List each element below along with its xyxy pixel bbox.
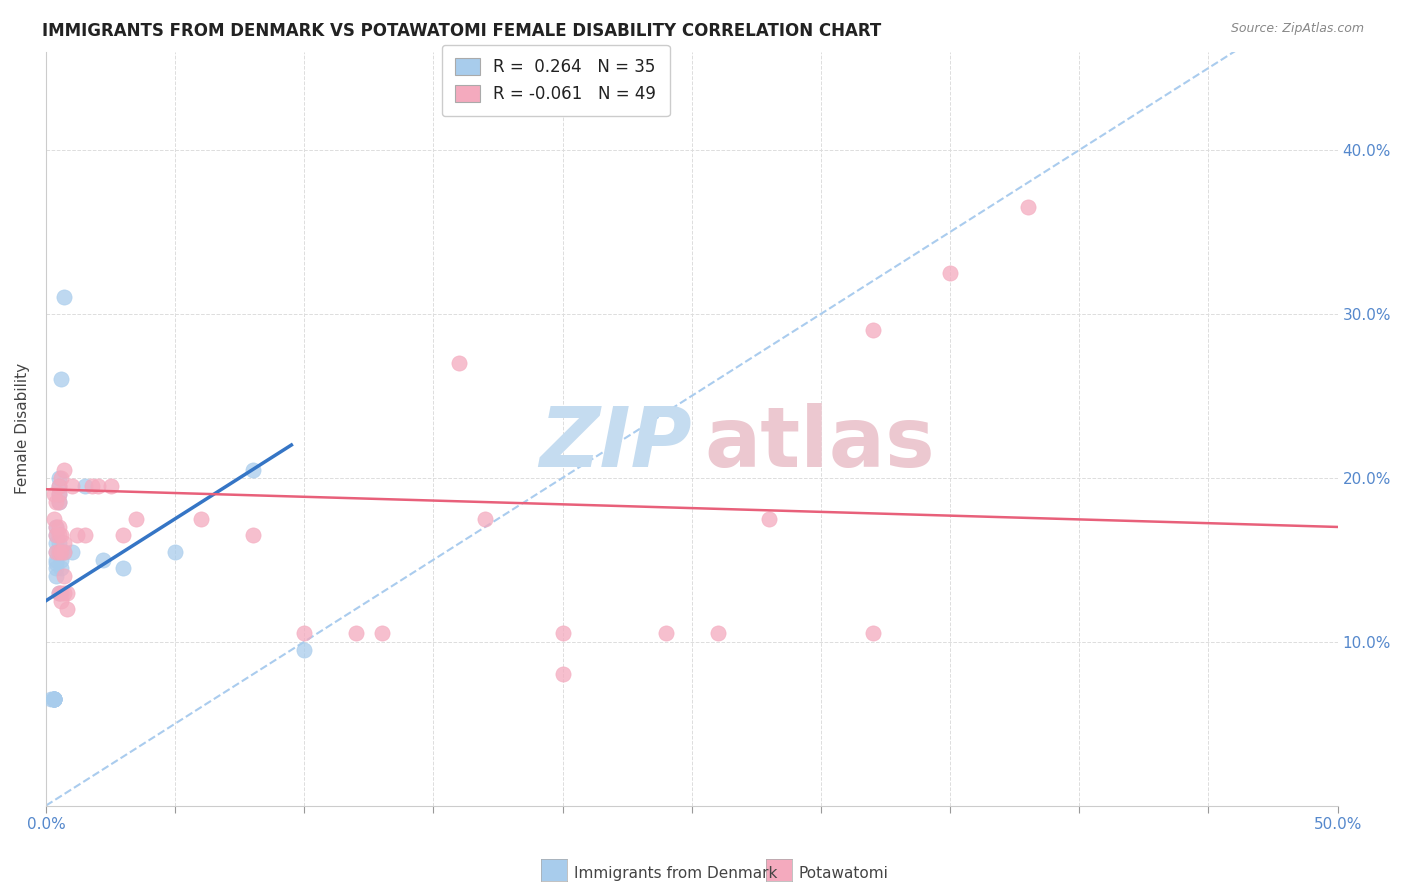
Point [51,553,73,567]
Point [45,561,67,575]
Point [53,462,76,476]
Text: ZIP: ZIP [538,403,692,484]
Point [73,479,96,493]
Point [100,479,122,493]
Point [551,667,574,681]
Point [42,692,65,706]
Text: IMMIGRANTS FROM DENMARK VS POTAWATOMI FEMALE DISABILITY CORRELATION CHART: IMMIGRANTS FROM DENMARK VS POTAWATOMI FE… [42,22,882,40]
Point [344,626,367,640]
Point [45,495,67,509]
Point [242,462,264,476]
Point [45,520,67,534]
Point [48,495,70,509]
Point [45,520,67,534]
Point [48,479,70,493]
Point [42,692,65,706]
Point [862,626,884,640]
Point [51,561,73,575]
Point [190,512,212,526]
Point [86,479,108,493]
Point [371,626,394,640]
Point [292,643,315,657]
Point [51,528,73,542]
Point [42,692,65,706]
Y-axis label: Female Disability: Female Disability [15,363,30,494]
Point [45,569,67,583]
Point [45,544,67,558]
Point [551,626,574,640]
Point [48,487,70,501]
Text: Source: ZipAtlas.com: Source: ZipAtlas.com [1230,22,1364,36]
Point [39,692,62,706]
Point [758,512,780,526]
Point [55,585,77,599]
Text: atlas: atlas [704,403,935,484]
Point [82,479,104,493]
Point [42,692,65,706]
Point [48,544,70,558]
Point [51,585,73,599]
Point [55,602,77,616]
Text: Potawatomi: Potawatomi [799,866,889,880]
Point [48,585,70,599]
Point [42,692,65,706]
Point [53,585,76,599]
Point [292,626,315,640]
Point [242,528,264,542]
Point [48,487,70,501]
Point [73,528,96,542]
Point [48,479,70,493]
Point [45,556,67,570]
Point [45,528,67,542]
Point [53,569,76,583]
Point [91,553,114,567]
Point [112,561,135,575]
Point [66,528,89,542]
Point [42,487,65,501]
Point [655,626,678,640]
Point [42,512,65,526]
Point [45,528,67,542]
Point [42,692,65,706]
Point [48,520,70,534]
Point [48,528,70,542]
Point [45,536,67,550]
Point [1017,200,1039,214]
Point [53,536,76,550]
Point [48,536,70,550]
Point [51,544,73,558]
Point [60,479,83,493]
Point [48,471,70,485]
Point [45,553,67,567]
Point [48,544,70,558]
Point [48,495,70,509]
Text: Immigrants from Denmark: Immigrants from Denmark [574,866,778,880]
Point [42,692,65,706]
Point [51,372,73,386]
Point [53,291,76,305]
Point [125,512,148,526]
Point [53,544,76,558]
Legend: R =  0.264   N = 35, R = -0.061   N = 49: R = 0.264 N = 35, R = -0.061 N = 49 [441,45,669,116]
Point [165,544,187,558]
Point [60,544,83,558]
Point [449,356,471,370]
Point [48,585,70,599]
Point [474,512,496,526]
Point [706,626,728,640]
Point [939,266,962,280]
Point [45,544,67,558]
Point [862,323,884,337]
Point [51,593,73,607]
Point [53,544,76,558]
Point [112,528,135,542]
Point [51,471,73,485]
